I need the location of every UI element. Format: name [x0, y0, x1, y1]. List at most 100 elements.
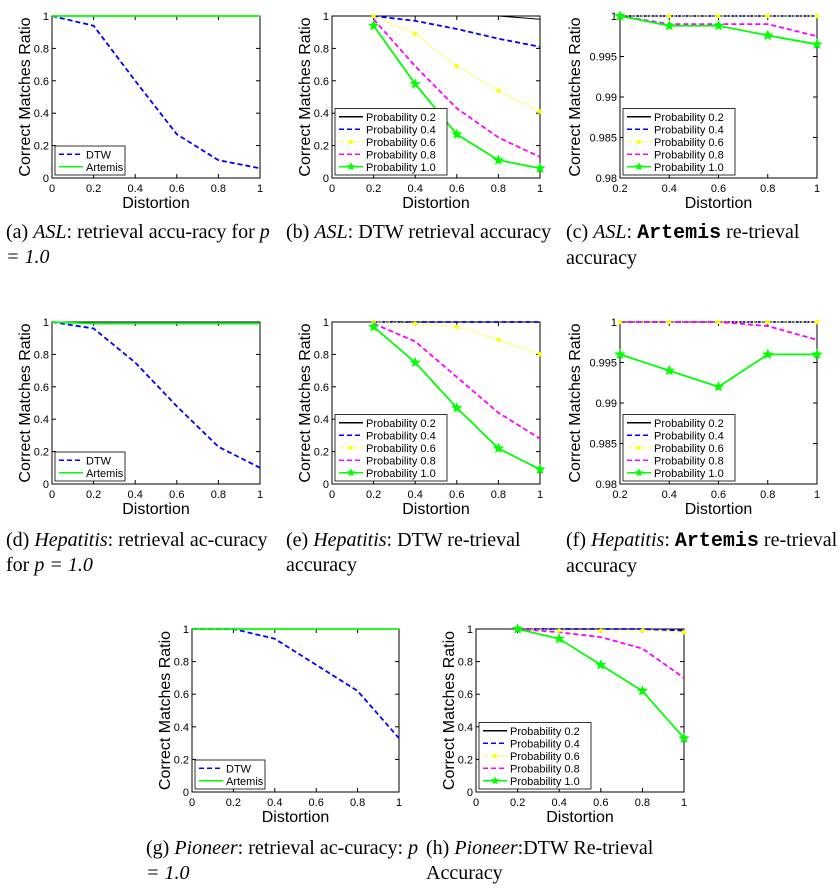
- legend-label: DTW: [86, 149, 112, 161]
- data-point: [496, 337, 501, 343]
- x-axis-label: Distortion: [402, 501, 470, 518]
- legend-box: [622, 108, 736, 176]
- caption-dataset: Hepatitis: [34, 529, 108, 551]
- y-tick-label: 0.995: [589, 52, 617, 64]
- y-tick-label: 1: [43, 317, 49, 329]
- legend-marker: [348, 139, 354, 144]
- caption-text: : DTW retrieval accuracy: [347, 221, 552, 243]
- caption-d: (d) Hepatitis: retrieval ac-curacy for p…: [6, 528, 282, 578]
- data-point: [537, 109, 543, 114]
- data-point: [413, 321, 418, 326]
- legend-label: Artemis: [226, 776, 264, 788]
- legend-marker: [634, 468, 644, 477]
- legend-box: [334, 108, 448, 176]
- series-line-probability-0-8: [372, 18, 540, 158]
- x-tick-label: 0.8: [211, 183, 226, 195]
- data-point-star: [712, 19, 725, 31]
- y-tick-label: 0: [43, 479, 49, 491]
- legend-label: Probability 0.4: [654, 124, 724, 136]
- y-tick-label: 1: [323, 11, 329, 23]
- legend-box: [194, 759, 266, 790]
- legend-label: Probability 0.6: [654, 443, 724, 455]
- data-point-star: [534, 463, 546, 475]
- x-tick-label: 0.8: [491, 489, 506, 501]
- caption-text: :: [626, 221, 638, 243]
- data-point-star: [534, 162, 546, 173]
- y-tick-label: 1: [323, 317, 329, 329]
- y-tick-label: 0.2: [458, 754, 473, 766]
- x-tick-label: 1: [814, 489, 820, 501]
- caption-text-2: re-trieval accuracy: [566, 221, 800, 269]
- caption-label: (h): [426, 837, 455, 859]
- series-line-probability-0-6: [517, 628, 684, 634]
- series-line-probability-1-0: [517, 628, 684, 739]
- legend-marker: [490, 776, 500, 785]
- caption-math: p = 1.0: [6, 221, 270, 268]
- data-point-star: [636, 685, 648, 696]
- y-tick-label: 1: [611, 317, 617, 329]
- x-tick-label: 0.6: [309, 797, 324, 809]
- y-tick-label: 0: [323, 173, 329, 185]
- series-line-artemis: [52, 321, 260, 325]
- x-tick-label: 0.4: [662, 489, 677, 501]
- y-axis-label: Correct Matches Ratio: [297, 17, 314, 176]
- data-point: [640, 628, 645, 633]
- x-tick-label: 0: [49, 489, 55, 501]
- data-point: [598, 628, 603, 633]
- legend-marker: [636, 139, 642, 144]
- series-group: [192, 628, 399, 739]
- caption-f: (f) Hepatitis: Artemis re-trieval accura…: [566, 528, 840, 579]
- y-tick-label: 0.4: [314, 414, 329, 426]
- x-tick-label: 0.4: [662, 183, 677, 195]
- data-point-star: [762, 348, 774, 360]
- x-tick-label: 0.2: [612, 489, 627, 501]
- y-tick-label: 0: [43, 173, 49, 185]
- x-tick-label: 0.4: [128, 489, 143, 501]
- data-point-star: [678, 732, 690, 743]
- legend-label: Probability 0.4: [366, 124, 436, 136]
- y-tick-label: 0.6: [314, 76, 329, 88]
- legend-box: [54, 145, 126, 176]
- x-tick-label: 0.8: [491, 183, 506, 195]
- y-tick-label: 0.4: [34, 108, 49, 120]
- caption-text: :DTW Re-trieval Accuracy: [426, 837, 654, 884]
- y-tick-label: 0.8: [34, 43, 49, 55]
- x-axis-label: Distortion: [685, 195, 753, 212]
- y-axis-label: Correct Matches Ratio: [17, 17, 34, 176]
- y-tick-label: 1: [43, 11, 49, 23]
- caption-g: (g) Pioneer: retrieval ac-curacy: p = 1.…: [146, 836, 422, 886]
- x-axis-label: Distortion: [262, 809, 330, 826]
- legend-label: Probability 0.8: [654, 455, 724, 467]
- y-tick-label: 0.4: [458, 722, 473, 734]
- series-line-probability-0-8: [517, 628, 684, 679]
- data-point: [454, 324, 459, 330]
- y-tick-label: 0.8: [314, 349, 329, 361]
- data-point: [454, 64, 459, 69]
- x-tick-label: 0: [189, 797, 195, 809]
- caption-label: (g): [146, 837, 175, 859]
- legend-marker: [346, 468, 356, 477]
- legend-label: Probability 0.8: [510, 763, 580, 775]
- y-tick-label: 0.2: [314, 447, 329, 459]
- y-tick-label: 0: [467, 787, 473, 799]
- series-line-probability-0-2: [373, 15, 540, 20]
- legend-box: [478, 722, 592, 790]
- y-tick-label: 0.2: [34, 447, 49, 459]
- x-tick-label: 0.8: [350, 797, 365, 809]
- y-tick-label: 0.8: [34, 349, 49, 361]
- y-tick-label: 0.2: [314, 141, 329, 153]
- y-tick-label: 0.4: [34, 414, 49, 426]
- data-point-star: [762, 29, 774, 41]
- caption-c: (c) ASL: Artemis re-trieval accuracy: [566, 220, 840, 271]
- caption-e: (e) Hepatitis: DTW re-trieval accuracy: [286, 528, 562, 578]
- y-tick-label: 0.8: [458, 657, 473, 669]
- x-tick-label: 0.6: [169, 489, 184, 501]
- legend-marker: [348, 445, 354, 450]
- series-line-dtw: [52, 321, 260, 469]
- legend-box: [622, 414, 736, 482]
- data-point-star: [368, 321, 380, 332]
